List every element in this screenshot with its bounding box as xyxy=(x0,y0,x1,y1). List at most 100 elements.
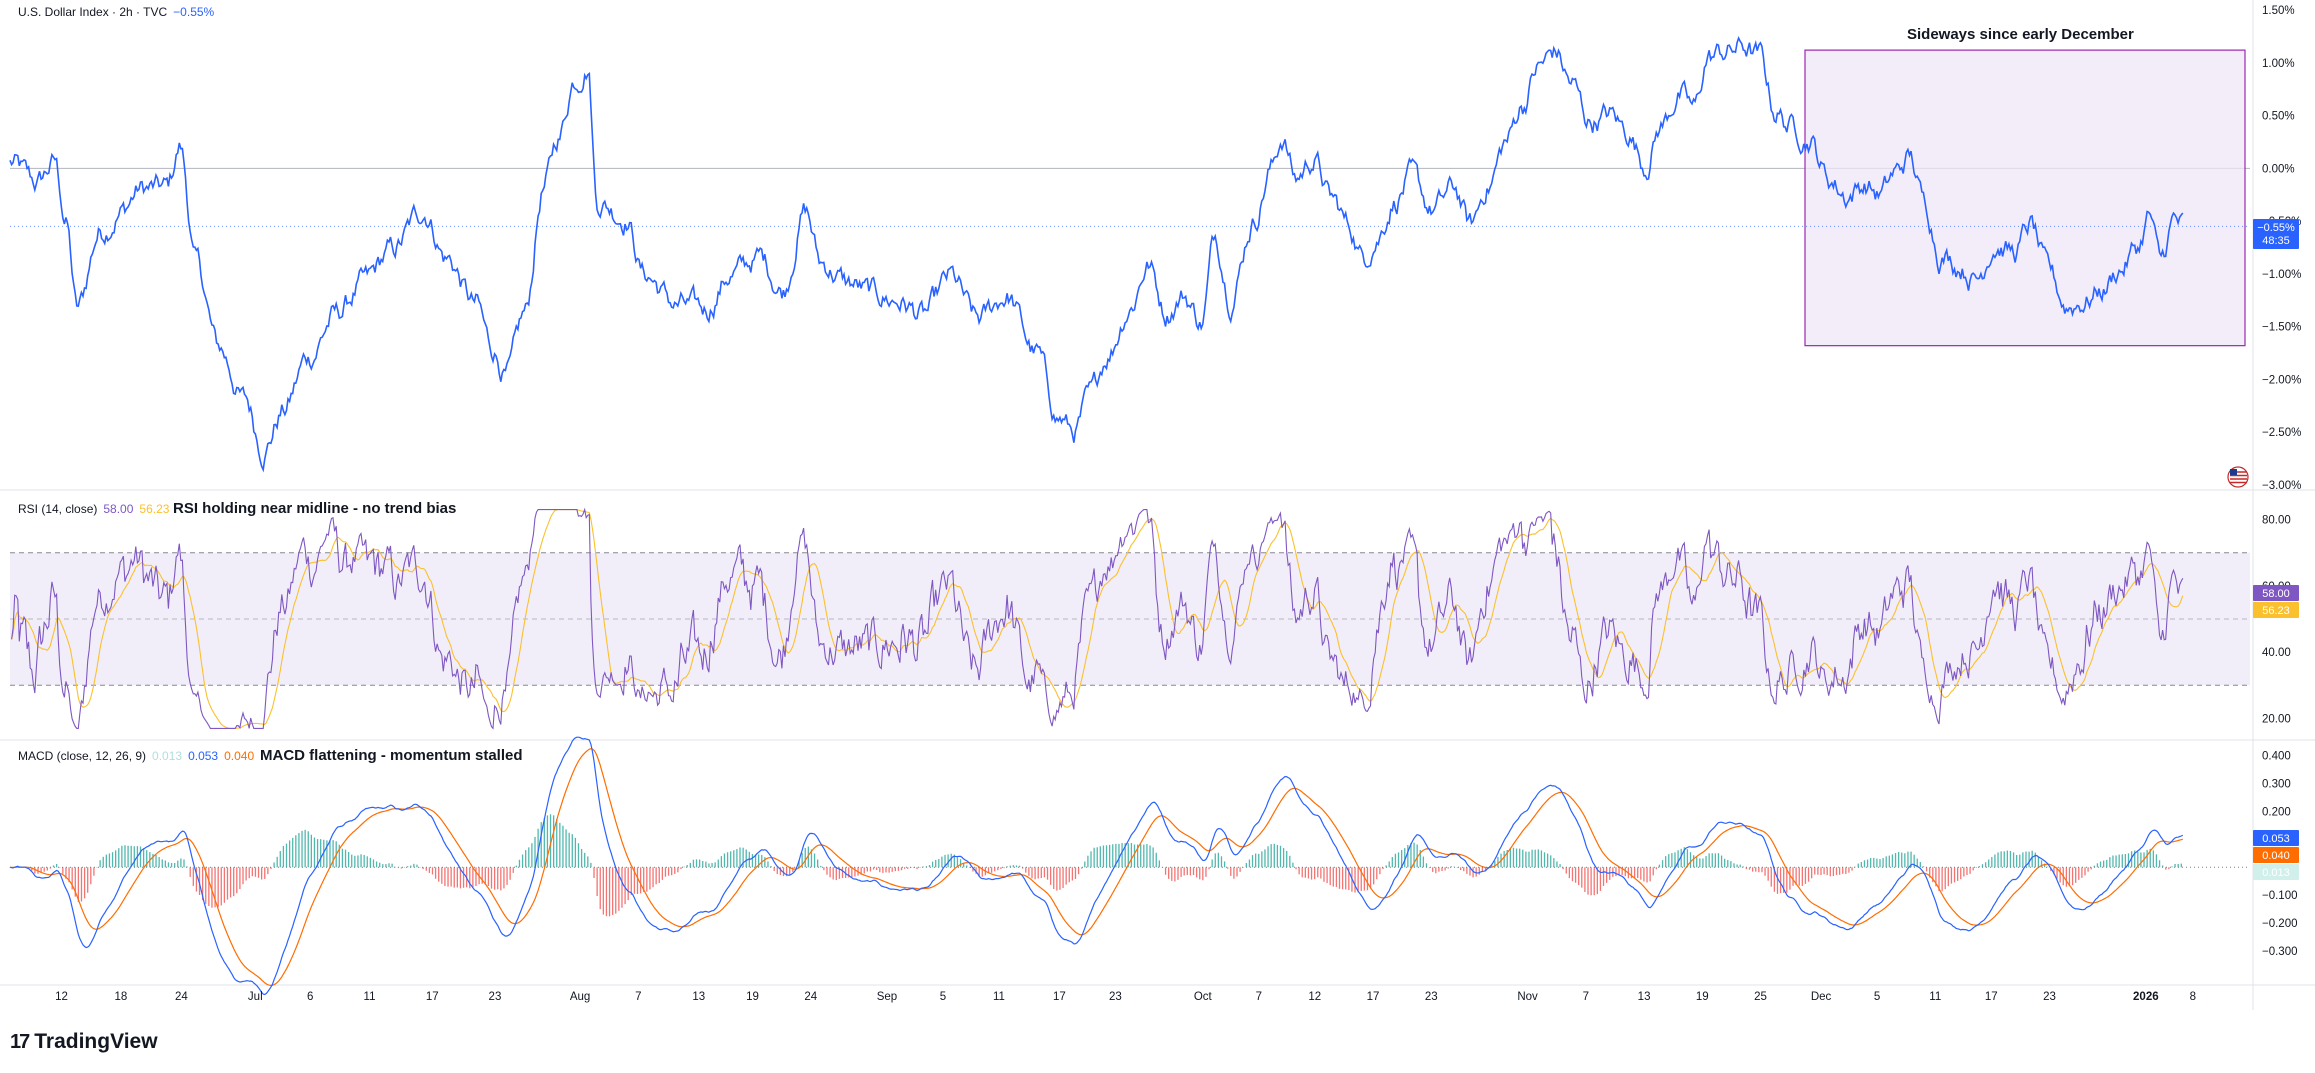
macd-hist-bar xyxy=(351,854,353,868)
macd-hist-bar xyxy=(919,867,921,868)
macd-hist-bar xyxy=(876,867,878,871)
macd-hist-bar xyxy=(1761,867,1763,873)
price-axis-tick: −3.00% xyxy=(2262,480,2301,492)
last-price-badge[interactable]: −0.55%48:35 xyxy=(2253,219,2299,249)
macd-hist-bar xyxy=(1211,859,1213,868)
macd-hist-bar xyxy=(1674,852,1676,868)
macd-hist-bar xyxy=(139,846,142,868)
signal-badge[interactable]: 0.040 xyxy=(2253,847,2299,863)
macd-hist-bar xyxy=(1550,855,1552,868)
macd-hist-bar xyxy=(438,867,440,882)
macd-hist-bar xyxy=(1096,847,1098,868)
macd-hist-bar xyxy=(1053,867,1055,890)
symbol-header[interactable]: U.S. Dollar Index · 2h · TVC −0.55% xyxy=(18,5,214,19)
rsi-badge-bg xyxy=(2253,585,2299,601)
macd-hist-bar xyxy=(580,848,583,868)
macd-hist-bar xyxy=(941,856,943,868)
annotation-sideways[interactable]: Sideways since early December xyxy=(1907,26,2134,43)
macd-hist-bar xyxy=(1811,867,1813,879)
macd-hist-bar xyxy=(2047,866,2049,868)
macd-hist-bar xyxy=(1901,852,1903,868)
us-flag-icon[interactable] xyxy=(2227,466,2249,488)
macd-hist-bar xyxy=(990,867,993,873)
rsi-ma-badge[interactable]: 56.23 xyxy=(2253,602,2299,618)
macd-hist-bar xyxy=(2146,849,2148,868)
macd-hist-bar xyxy=(593,867,595,878)
macd-hist-bar xyxy=(1845,867,1847,874)
annotation-macd[interactable]: MACD flattening - momentum stalled xyxy=(260,747,523,764)
time-axis-tick: 8 xyxy=(2190,991,2196,1003)
macd-hist-bar xyxy=(1217,852,1220,868)
last-price-badge-text: −0.55% xyxy=(2257,222,2295,234)
macd-hist-bar xyxy=(217,867,219,908)
macd-hist-bar xyxy=(751,854,754,868)
macd-hist-bar xyxy=(882,867,884,873)
macd-hist-bar xyxy=(1851,867,1853,871)
tradingview-logo[interactable]: 17 TradingView xyxy=(10,1030,158,1054)
macd-hist-bar xyxy=(413,863,415,868)
sideways-highlight-box[interactable] xyxy=(1804,49,2246,347)
macd-hist-bar xyxy=(186,866,188,868)
macd-hist-bar xyxy=(456,867,458,888)
macd-hist-bar xyxy=(1332,867,1334,887)
macd-hist-bar xyxy=(490,867,493,889)
macd-hist-bar xyxy=(1168,867,1170,879)
rsi-badge[interactable]: 58.00 xyxy=(2253,585,2299,601)
macd-hist-bar xyxy=(1779,867,1782,893)
macd-hist-bar xyxy=(1310,867,1313,880)
rsi-legend[interactable]: RSI (14, close) 58.00 56.23 xyxy=(18,502,169,516)
rsi-axis-tick: 80.00 xyxy=(2262,515,2291,527)
macd-hist-bar xyxy=(1870,857,1872,868)
macd-hist-bar xyxy=(2134,850,2136,868)
macd-hist-bar xyxy=(1261,851,1263,868)
macd-hist-bar xyxy=(1382,867,1384,870)
macd-label[interactable]: MACD (close, 12, 26, 9) xyxy=(18,749,147,763)
macd-line[interactable] xyxy=(9,736,2184,996)
macd-hist-bar xyxy=(1748,867,1751,870)
hist-badge[interactable]: 0.013 xyxy=(2253,864,2299,880)
macd-hist-bar xyxy=(369,857,372,868)
macd-hist-bar xyxy=(1873,857,1875,868)
macd-legend[interactable]: MACD (close, 12, 26, 9) 0.013 0.053 0.04… xyxy=(18,749,254,763)
macd-hist-bar xyxy=(785,867,788,877)
annotation-rsi[interactable]: RSI holding near midline - no trend bias xyxy=(173,500,457,517)
macd-hist-bar xyxy=(972,867,974,872)
macd-hist-bar xyxy=(254,867,257,877)
macd-hist-bar xyxy=(385,864,387,868)
time-axis-tick: 12 xyxy=(55,991,68,1003)
macd-hist-bar xyxy=(497,867,499,890)
macd-hist-bar xyxy=(1714,853,1717,868)
macd-hist-bar xyxy=(1913,854,1915,868)
macd-hist-bar xyxy=(164,860,167,868)
macd-hist-bar xyxy=(115,850,117,868)
time-axis-tick: 13 xyxy=(692,991,705,1003)
macd-hist-bar xyxy=(608,867,611,917)
rsi-label[interactable]: RSI (14, close) xyxy=(18,502,98,516)
macd-hist-bar xyxy=(1009,865,1011,868)
price-axis-tick: −2.50% xyxy=(2262,427,2301,439)
macd-hist-bar xyxy=(900,867,903,871)
macd-hist-bar xyxy=(1590,867,1592,896)
rsi-line[interactable] xyxy=(11,507,2184,730)
price-series-line[interactable] xyxy=(9,35,2184,473)
macd-hist-bar xyxy=(1947,867,1949,887)
macd-hist-bar xyxy=(810,849,813,868)
macd-badge[interactable]: 0.053 xyxy=(2253,830,2299,846)
macd-hist-bar xyxy=(55,863,58,868)
symbol-label[interactable]: U.S. Dollar Index · 2h · TVC xyxy=(18,5,168,19)
symbol-change: −0.55% xyxy=(173,5,215,19)
macd-hist-bar xyxy=(966,865,968,868)
macd-signal-line[interactable] xyxy=(10,748,2183,987)
macd-hist-bar xyxy=(702,861,704,868)
macd-hist-bar xyxy=(1776,867,1779,894)
macd-hist-bar xyxy=(261,867,263,880)
macd-hist-bar xyxy=(1472,867,1474,878)
hist-badge-text: 0.013 xyxy=(2262,867,2290,879)
macd-hist-bar xyxy=(667,867,670,876)
macd-hist-bar xyxy=(1882,858,1884,868)
macd-hist-bar xyxy=(1528,851,1530,868)
macd-hist-bar xyxy=(888,867,890,873)
macd-hist-bar xyxy=(1115,843,1117,868)
macd-hist-bar xyxy=(1758,867,1760,873)
